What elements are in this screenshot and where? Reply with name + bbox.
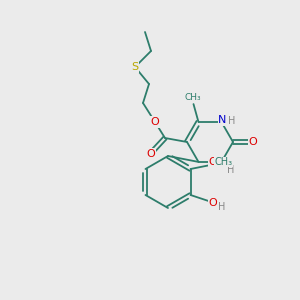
- Text: O: O: [151, 117, 159, 127]
- Text: O: O: [249, 137, 257, 147]
- Text: S: S: [131, 62, 139, 72]
- Text: O: O: [208, 198, 217, 208]
- Text: CH₃: CH₃: [214, 157, 232, 167]
- Text: H: H: [218, 202, 225, 212]
- Text: N: N: [218, 159, 227, 169]
- Text: H: H: [228, 116, 235, 126]
- Text: O: O: [147, 149, 155, 159]
- Text: O: O: [208, 157, 217, 167]
- Text: N: N: [218, 115, 227, 125]
- Text: CH₃: CH₃: [184, 93, 201, 102]
- Text: H: H: [227, 165, 234, 175]
